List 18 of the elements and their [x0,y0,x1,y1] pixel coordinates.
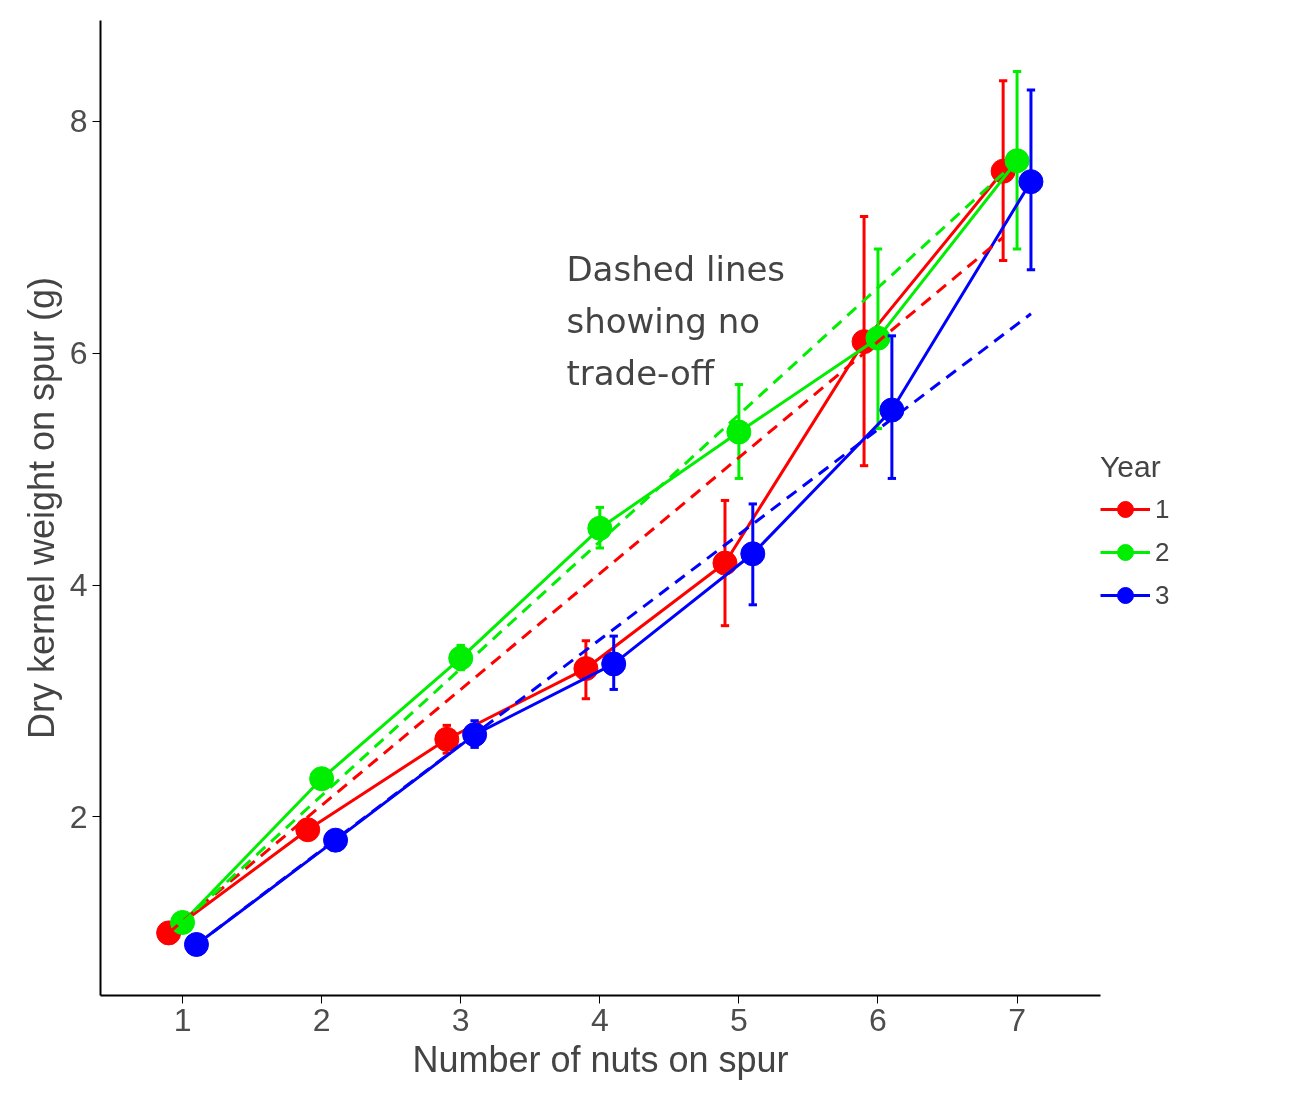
x-tick-label: 7 [1008,1001,1026,1038]
legend-title: Year [1100,450,1162,484]
x-tick-label: 4 [590,1001,609,1038]
y-tick-label: 6 [69,335,88,372]
y-axis-title: Dry kernel weight on spur (g) [20,276,62,740]
y-tick-label: 2 [69,798,88,835]
x-tick-label: 1 [173,1001,192,1038]
x-tick-label: 5 [729,1001,748,1038]
x-tick-label: 2 [312,1001,331,1038]
y-tick-label: 4 [69,567,88,604]
legend-label: 1 [1155,493,1171,525]
x-axis-title: Number of nuts on spur [412,1038,789,1080]
y-tick-label: 8 [69,103,88,140]
legend-label: 2 [1155,536,1171,568]
x-tick-label: 6 [869,1001,887,1038]
legend-label: 3 [1155,579,1171,611]
x-tick-label: 3 [451,1001,470,1038]
annotation: Dashed lines showing no trade-off [566,248,786,393]
